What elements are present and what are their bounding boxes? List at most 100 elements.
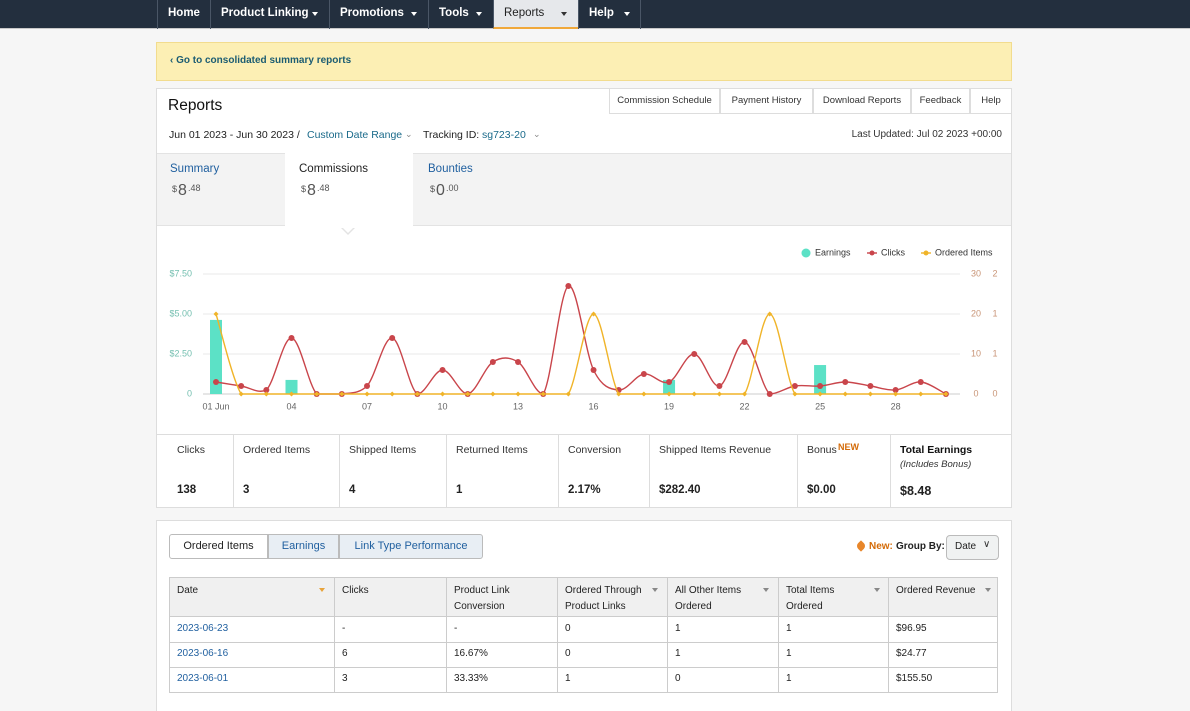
point xyxy=(314,391,320,397)
tab-units: 8 xyxy=(307,182,316,199)
point xyxy=(364,391,370,397)
line xyxy=(215,285,947,395)
point xyxy=(792,391,798,397)
column-header[interactable]: All Other Items Ordered xyxy=(675,585,742,612)
x-tick-label: 25 xyxy=(815,401,825,411)
sort-icon xyxy=(319,588,325,592)
point xyxy=(439,367,446,373)
header-button[interactable]: Payment History xyxy=(720,88,813,114)
x-tick-label: 28 xyxy=(891,401,901,411)
active-tab xyxy=(285,153,413,228)
cell: 0 xyxy=(565,623,571,634)
tab-label[interactable]: Commissions xyxy=(299,163,369,175)
cell: - xyxy=(454,623,458,634)
column-header[interactable]: Clicks xyxy=(342,585,369,596)
custom-range[interactable]: Custom Date Range xyxy=(307,129,403,141)
date-link[interactable]: 2023-06-23 xyxy=(177,623,229,634)
nav-label[interactable]: Tools xyxy=(439,7,469,19)
stat-divider xyxy=(446,434,447,507)
bar xyxy=(210,319,222,394)
cell: 3 xyxy=(342,673,348,684)
cell: 33.33% xyxy=(454,673,488,684)
point xyxy=(892,387,899,393)
point xyxy=(691,391,697,397)
point xyxy=(389,335,396,341)
point xyxy=(640,371,647,377)
point xyxy=(389,391,395,397)
point xyxy=(943,391,949,397)
column-header[interactable]: Product Link Conversion xyxy=(454,585,510,612)
cell: 1 xyxy=(675,623,681,634)
date-link[interactable]: 2023-06-01 xyxy=(177,673,229,684)
legend-swatch xyxy=(923,250,929,256)
cell: 1 xyxy=(786,648,792,659)
chart: 0 $2.50 $5.00 $7.50 0 10 20 30 0 1 1 2 01 Jun 04 07 10 1… xyxy=(169,247,997,411)
sort-icon xyxy=(985,588,991,592)
tick-label: 0 xyxy=(992,388,997,398)
row-border xyxy=(169,642,998,668)
stat-label: Conversion xyxy=(568,444,622,456)
tab-label[interactable]: Summary xyxy=(170,163,220,175)
caret xyxy=(312,12,318,16)
point xyxy=(716,383,723,389)
x-tick-label: 22 xyxy=(740,401,750,411)
stat-label: Shipped Items Revenue xyxy=(659,444,772,456)
row-border xyxy=(169,667,998,693)
column-header[interactable]: Total Items Ordered xyxy=(786,585,835,612)
stat-value: $282.40 xyxy=(659,484,701,496)
stat-badge: NEW xyxy=(838,442,859,452)
group-by-select[interactable] xyxy=(946,535,999,560)
point xyxy=(565,283,572,289)
point xyxy=(465,391,471,397)
nav-item[interactable] xyxy=(428,0,493,29)
tracking-id[interactable]: sg723-20 xyxy=(482,129,526,141)
nav-label[interactable]: Help xyxy=(589,7,614,19)
cell: $96.95 xyxy=(896,623,927,634)
point xyxy=(339,391,345,397)
nav-item[interactable] xyxy=(157,0,210,29)
nav-label[interactable]: Reports xyxy=(504,7,545,19)
caret xyxy=(624,12,630,16)
col-divider xyxy=(778,577,779,693)
point xyxy=(817,391,823,397)
details-tab[interactable]: Link Type Performance xyxy=(339,534,483,559)
nav-item[interactable] xyxy=(210,0,329,29)
point xyxy=(590,367,597,373)
stats-row xyxy=(157,434,1011,507)
tab-label[interactable]: Bounties xyxy=(428,163,473,175)
group-by-label: Group By: xyxy=(896,541,945,552)
column-header[interactable]: Ordered Revenue xyxy=(896,585,976,596)
caret xyxy=(561,12,567,16)
header-button[interactable]: Commission Schedule xyxy=(609,88,720,114)
nav-label[interactable]: Promotions xyxy=(340,7,404,19)
header-button[interactable]: Help xyxy=(970,88,1012,114)
stat-label: Shipped Items xyxy=(349,444,417,456)
nav-label[interactable]: Home xyxy=(168,7,200,19)
date-link[interactable]: 2023-06-16 xyxy=(177,648,229,659)
cell: 16.67% xyxy=(454,648,488,659)
header-button[interactable]: Feedback xyxy=(911,88,970,114)
nav-item[interactable] xyxy=(578,0,641,29)
details-tab[interactable]: Earnings xyxy=(268,534,339,559)
stat-divider xyxy=(890,434,891,507)
banner-link[interactable]: ‹ Go to consolidated summary reports xyxy=(170,55,352,66)
stat-note: (Includes Bonus) xyxy=(900,459,972,470)
date-range: Jun 01 2023 - Jun 30 2023 / xyxy=(169,129,300,141)
point xyxy=(213,379,219,385)
tick-label: $7.50 xyxy=(169,268,192,278)
stat-divider xyxy=(339,434,340,507)
nav-label[interactable]: Product Linking xyxy=(221,7,309,19)
column-header[interactable]: Ordered Through Product Links xyxy=(565,585,642,612)
tick-label: $5.00 xyxy=(169,308,192,318)
legend-swatch xyxy=(869,250,875,256)
group-by-value[interactable]: Date xyxy=(955,541,977,552)
tab-units: 0 xyxy=(436,182,445,199)
details-tab[interactable]: Ordered Items xyxy=(169,534,268,559)
tab-currency: $ xyxy=(301,184,307,194)
point xyxy=(263,387,270,393)
point xyxy=(917,379,924,385)
nav-item[interactable] xyxy=(329,0,428,29)
stat-label: Clicks xyxy=(177,444,205,456)
column-header[interactable]: Date xyxy=(177,585,199,596)
header-button[interactable]: Download Reports xyxy=(813,88,911,114)
